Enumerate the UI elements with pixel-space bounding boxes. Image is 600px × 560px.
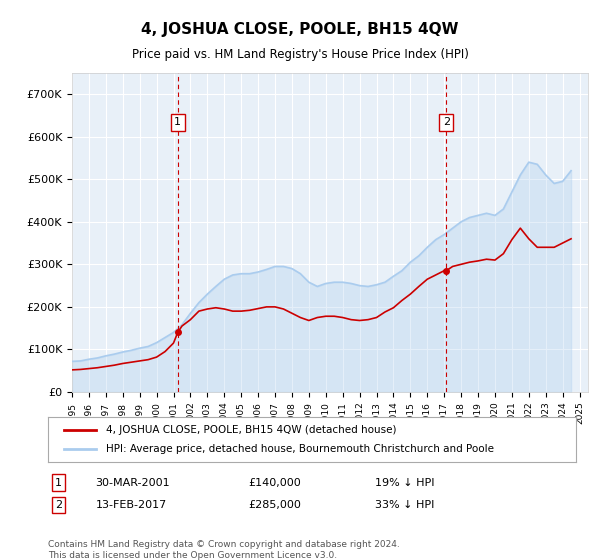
- Text: 30-MAR-2001: 30-MAR-2001: [95, 478, 170, 488]
- Text: 2: 2: [55, 500, 62, 510]
- Text: £140,000: £140,000: [248, 478, 301, 488]
- Text: 2: 2: [443, 117, 450, 127]
- Text: 13-FEB-2017: 13-FEB-2017: [95, 500, 167, 510]
- Text: Contains HM Land Registry data © Crown copyright and database right 2024.
This d: Contains HM Land Registry data © Crown c…: [48, 540, 400, 560]
- Text: 33% ↓ HPI: 33% ↓ HPI: [376, 500, 435, 510]
- Text: 19% ↓ HPI: 19% ↓ HPI: [376, 478, 435, 488]
- Text: 1: 1: [55, 478, 62, 488]
- Text: £285,000: £285,000: [248, 500, 302, 510]
- Text: HPI: Average price, detached house, Bournemouth Christchurch and Poole: HPI: Average price, detached house, Bour…: [106, 445, 494, 455]
- Text: 4, JOSHUA CLOSE, POOLE, BH15 4QW: 4, JOSHUA CLOSE, POOLE, BH15 4QW: [141, 22, 459, 38]
- Text: 4, JOSHUA CLOSE, POOLE, BH15 4QW (detached house): 4, JOSHUA CLOSE, POOLE, BH15 4QW (detach…: [106, 424, 397, 435]
- Text: Price paid vs. HM Land Registry's House Price Index (HPI): Price paid vs. HM Land Registry's House …: [131, 48, 469, 60]
- Text: 1: 1: [174, 117, 181, 127]
